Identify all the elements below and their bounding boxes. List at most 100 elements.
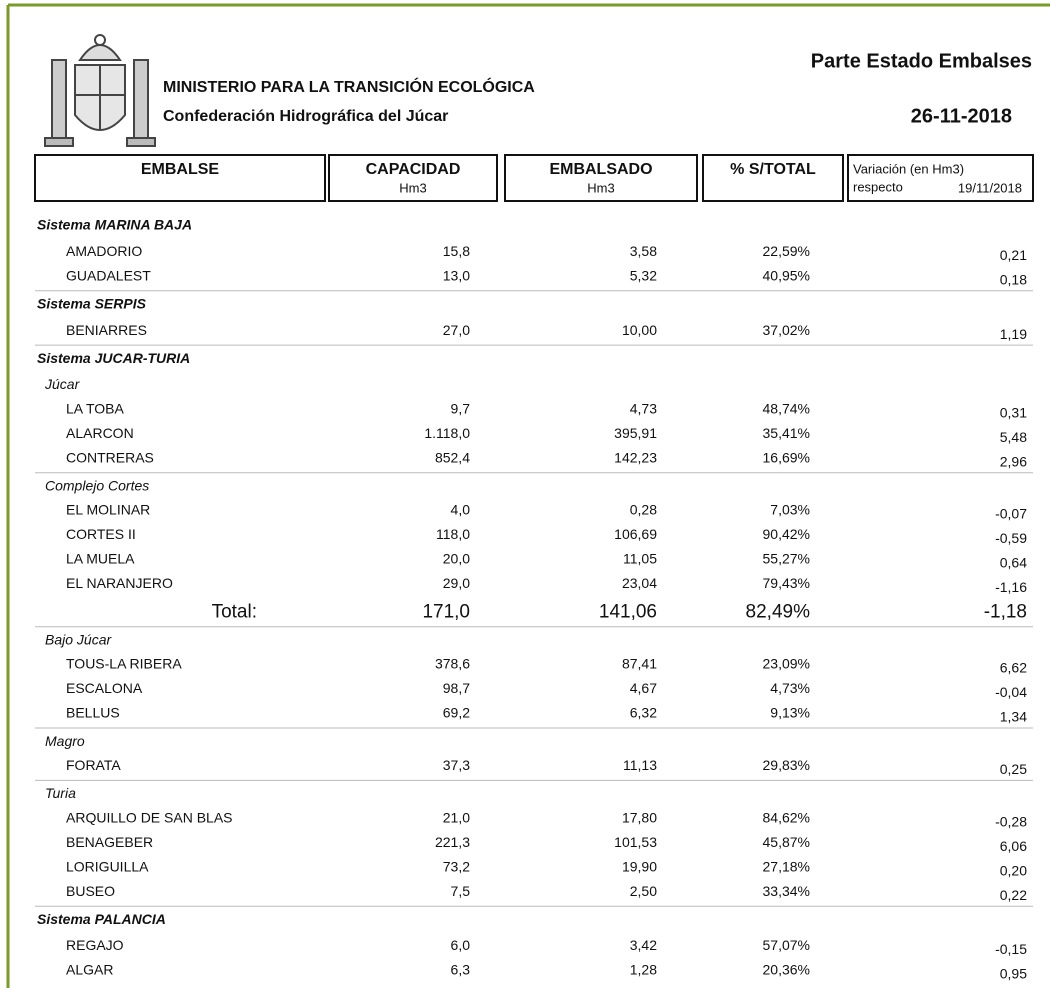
capacity: 27,0 — [443, 322, 470, 338]
stored: 11,05 — [623, 551, 657, 567]
variation: -0,04 — [995, 684, 1027, 700]
stored: 3,58 — [630, 243, 657, 259]
stored: 0,28 — [630, 502, 657, 518]
confederation: Confederación Hidrográfica del Júcar — [163, 108, 448, 125]
stored: 4,73 — [630, 400, 657, 416]
percent: 37,02% — [763, 322, 810, 338]
column-title: Variación (en Hm3) — [853, 161, 964, 176]
group-title: Complejo Cortes — [45, 477, 149, 493]
capacity: 118,0 — [436, 526, 470, 542]
section-title: Sistema SERPIS — [37, 296, 147, 312]
capacity: 6,0 — [451, 937, 471, 953]
variation: 0,31 — [1000, 404, 1027, 420]
capacity: 29,0 — [443, 575, 470, 591]
reservoir-name: BUSEO — [66, 883, 115, 899]
percent: 90,42% — [763, 526, 810, 542]
header-cell — [34, 154, 326, 202]
percent: 22,59% — [763, 243, 810, 259]
capacity: 21,0 — [443, 809, 470, 825]
variation: 1,19 — [1000, 326, 1027, 342]
reservoir-name: LORIGUILLA — [66, 858, 149, 874]
reservoir-name: BENIARRES — [66, 322, 147, 338]
stored: 142,23 — [614, 449, 657, 465]
stored: 6,32 — [630, 705, 657, 721]
reservoir-name: CONTRERAS — [66, 449, 154, 465]
column-title: EMBALSADO — [549, 161, 652, 178]
reservoir-name: BENAGEBER — [66, 834, 153, 850]
capacity: 69,2 — [443, 705, 470, 721]
header-cell — [702, 154, 844, 202]
stored: 87,41 — [622, 656, 657, 672]
percent: 9,13% — [770, 705, 810, 721]
percent: 79,43% — [763, 575, 810, 591]
capacity: 13,0 — [443, 267, 470, 283]
variation: 0,64 — [1000, 555, 1027, 571]
percent: 27,18% — [763, 858, 810, 874]
variation: 1,34 — [1000, 709, 1027, 725]
variation: -1,16 — [995, 579, 1027, 595]
variation: 0,20 — [1000, 862, 1027, 878]
stored: 4,67 — [630, 680, 657, 696]
variation: -0,28 — [995, 813, 1027, 829]
reservoir-name: ESCALONA — [66, 680, 143, 696]
percent: 35,41% — [763, 425, 810, 441]
column-subtitle: respecto — [853, 179, 903, 194]
column-title: % S/TOTAL — [730, 161, 816, 178]
reservoir-name: FORATA — [66, 757, 121, 773]
stored: 23,04 — [622, 575, 657, 591]
percent: 16,69% — [763, 449, 810, 465]
stored: 395,91 — [614, 425, 657, 441]
stored: 17,80 — [622, 809, 657, 825]
percent: 84,62% — [763, 809, 810, 825]
capacity: 1.118,0 — [424, 425, 470, 441]
percent: 33,34% — [763, 883, 810, 899]
variation: -0,15 — [995, 941, 1027, 957]
group-title: Turia — [45, 785, 76, 801]
reservoir-name: ARQUILLO DE SAN BLAS — [66, 809, 233, 825]
percent: 7,03% — [770, 502, 810, 518]
total-stored: 141,06 — [599, 602, 657, 623]
percent: 29,83% — [763, 757, 810, 773]
report-date: 26-11-2018 — [911, 105, 1012, 127]
header-cell — [847, 154, 1034, 202]
percent: 57,07% — [763, 937, 810, 953]
reservoir-name: REGAJO — [66, 937, 124, 953]
reservoir-name: ALARCON — [66, 425, 134, 441]
column-unit: Hm3 — [587, 180, 614, 195]
variation: 0,18 — [1000, 271, 1027, 287]
report-title: Parte Estado Embalses — [811, 50, 1032, 72]
capacity: 221,3 — [435, 834, 470, 850]
stored: 1,28 — [630, 962, 657, 978]
section-title: Sistema MARINA BAJA — [37, 217, 192, 233]
section-title: Sistema JUCAR-TURIA — [37, 350, 190, 366]
capacity: 37,3 — [443, 757, 470, 773]
group-title: Bajo Júcar — [45, 632, 112, 648]
reference-date: 19/11/2018 — [958, 180, 1022, 195]
variation: -0,59 — [995, 530, 1027, 546]
section-title: Sistema PALANCIA — [37, 911, 166, 927]
stored: 19,90 — [622, 858, 657, 874]
reservoir-name: BELLUS — [66, 705, 120, 721]
reservoir-name: ALGAR — [66, 962, 113, 978]
percent: 48,74% — [763, 400, 810, 416]
stored: 106,69 — [614, 526, 657, 542]
reservoir-name: GUADALEST — [66, 267, 151, 283]
capacity: 7,5 — [451, 883, 471, 899]
column-title: CAPACIDAD — [366, 161, 461, 178]
column-title: EMBALSE — [141, 161, 220, 178]
capacity: 378,6 — [435, 656, 470, 672]
capacity: 852,4 — [435, 449, 470, 465]
coat-of-arms — [44, 34, 156, 147]
percent: 55,27% — [763, 551, 810, 567]
total-capacity: 171,0 — [422, 602, 470, 623]
stored: 101,53 — [614, 834, 657, 850]
column-unit: Hm3 — [399, 180, 426, 195]
variation: 6,06 — [1000, 838, 1027, 854]
total-reservoir-name: Total: — [212, 602, 257, 623]
reservoir-name: LA MUELA — [66, 551, 135, 567]
percent: 20,36% — [763, 962, 810, 978]
stored: 3,42 — [630, 937, 657, 953]
reservoir-name: AMADORIO — [66, 243, 142, 259]
percent: 23,09% — [763, 656, 810, 672]
